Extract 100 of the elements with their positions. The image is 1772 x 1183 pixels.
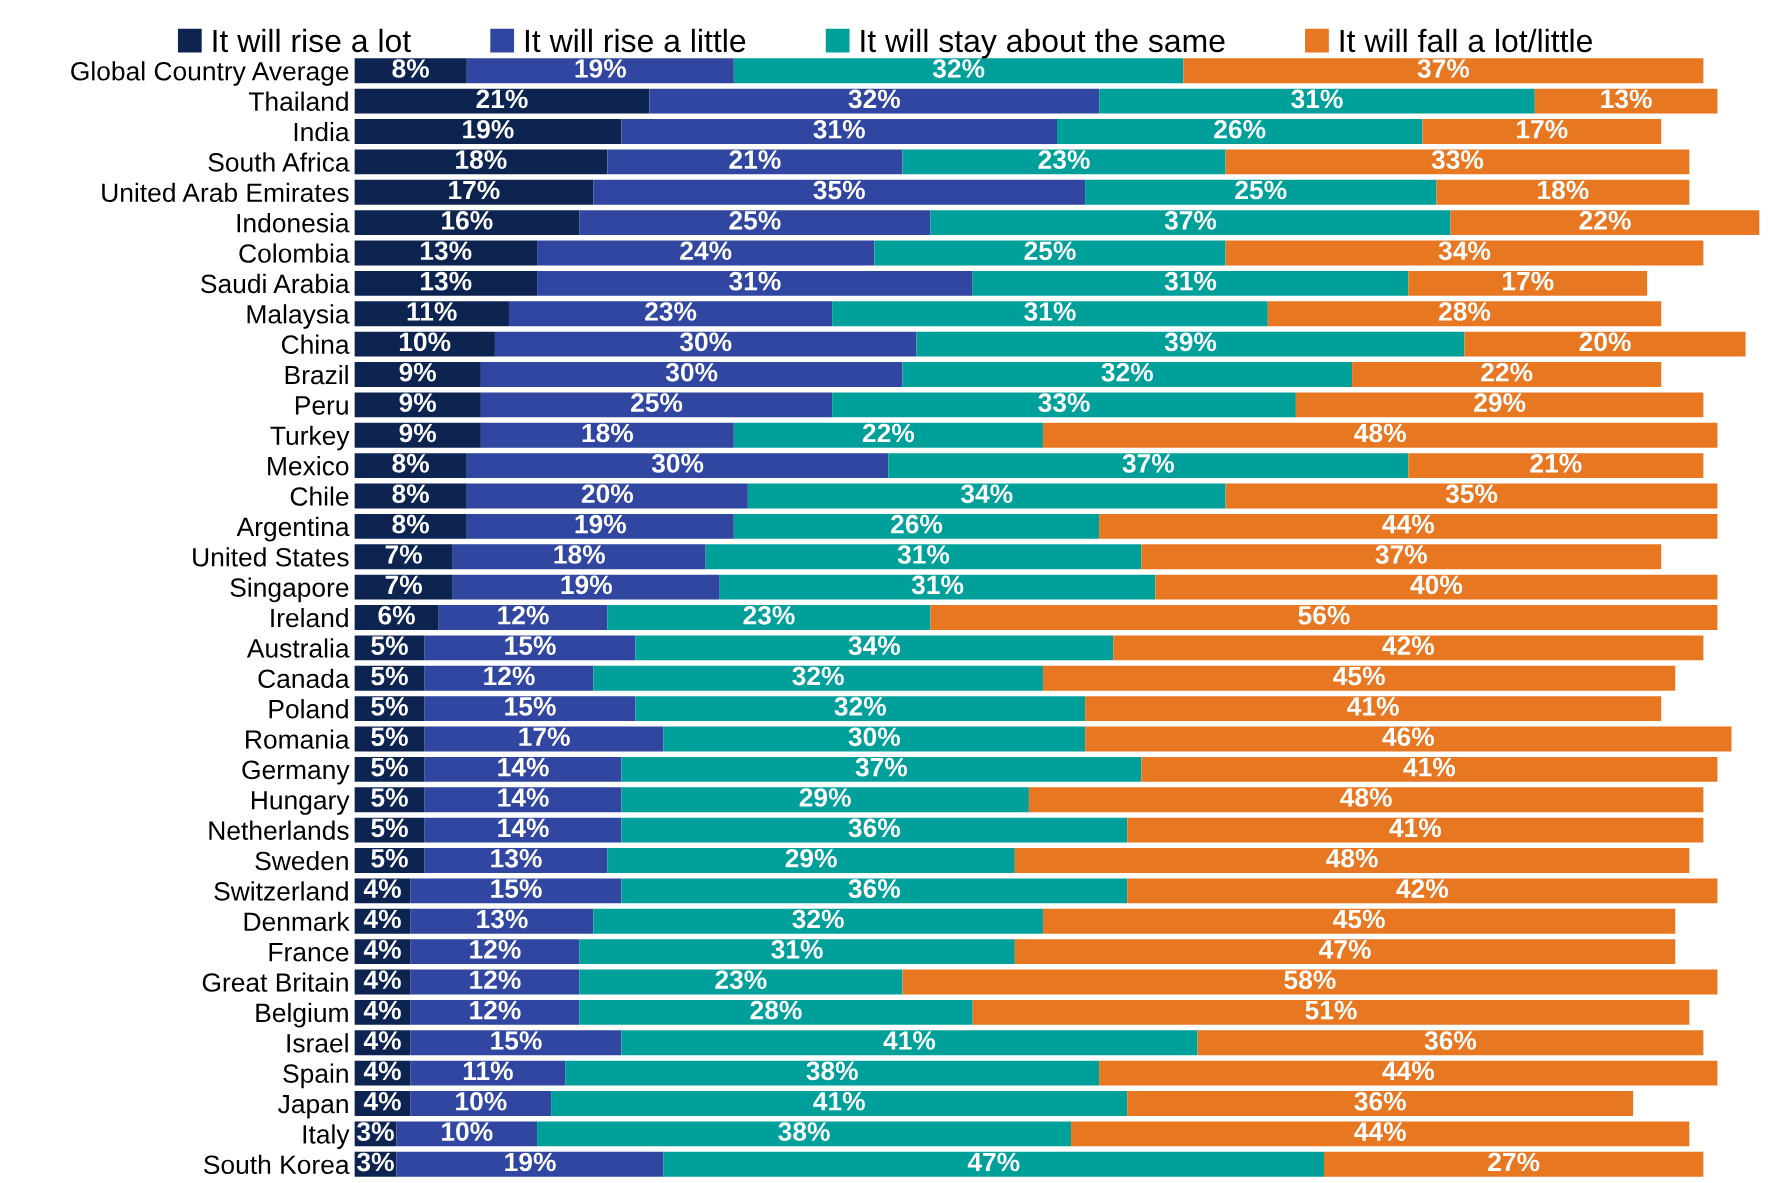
data-label: 31% (813, 119, 865, 139)
bar (438, 605, 608, 630)
bar (537, 240, 875, 266)
data-label: 8% (392, 454, 429, 473)
y-tick-label: Canada (258, 668, 350, 689)
bar (1408, 453, 1704, 479)
bar (1085, 179, 1437, 205)
data-label: 5% (371, 636, 408, 655)
data-label: 28% (1439, 302, 1491, 321)
data-label: 22% (1481, 362, 1533, 382)
data-label: 15% (505, 636, 556, 655)
data-label: 15% (505, 697, 556, 716)
data-label: 4% (363, 1061, 401, 1081)
bar (1042, 665, 1676, 691)
bar (607, 605, 931, 630)
bar (593, 665, 1043, 691)
data-label: 13% (420, 241, 472, 261)
bar (930, 605, 1718, 630)
data-label: 36% (1354, 1091, 1406, 1111)
bar (452, 544, 706, 570)
data-label: 39% (1164, 332, 1217, 352)
data-label: 19% (575, 59, 627, 78)
bar (1099, 1060, 1718, 1086)
data-label: 37% (1375, 545, 1427, 564)
data-label: 20% (1579, 332, 1631, 352)
legend-label: It will fall a lot/little (1340, 28, 1592, 53)
bar (579, 939, 1015, 965)
data-label: 32% (848, 89, 901, 109)
y-tick-label: France (269, 943, 349, 962)
data-label: 31% (1024, 302, 1076, 321)
y-tick-label: Ireland (271, 607, 348, 628)
bar (1127, 878, 1718, 904)
data-label: 19% (575, 514, 627, 534)
bar (354, 210, 580, 236)
bar (565, 1060, 1100, 1086)
bar (354, 362, 481, 387)
y-tick-label: Hungary (251, 791, 350, 815)
data-label: 37% (1122, 454, 1175, 473)
bar (621, 119, 1057, 144)
bar (1042, 908, 1676, 934)
y-tick-label: Saudi Arabia (201, 273, 350, 294)
data-label: 19% (463, 119, 514, 139)
data-label: 17% (1517, 120, 1568, 139)
bar (480, 392, 833, 418)
bar (1450, 210, 1760, 236)
data-label: 16% (442, 211, 493, 230)
y-tick-label: Brazil (285, 364, 348, 385)
bar (551, 1091, 1128, 1116)
data-label: 12% (470, 1000, 521, 1020)
data-label: 28% (750, 1000, 802, 1020)
data-label: 41% (883, 1031, 936, 1050)
data-label: 18% (554, 545, 605, 564)
data-label: 44% (1382, 514, 1435, 534)
bar (1113, 635, 1704, 661)
data-label: 44% (1354, 1122, 1406, 1141)
bar (480, 422, 734, 448)
bar (1141, 544, 1662, 570)
bar (972, 270, 1409, 296)
data-label: 32% (1101, 362, 1153, 382)
y-tick-label: Israel (287, 1033, 348, 1053)
bar (635, 635, 1114, 661)
bar (354, 149, 608, 175)
data-label: 10% (442, 1122, 493, 1141)
bar (410, 1060, 566, 1086)
data-label: 13% (1601, 89, 1652, 109)
bar (593, 179, 1086, 205)
data-label: 8% (392, 484, 429, 504)
y-tick-label: Global Country Average (71, 61, 349, 86)
data-label: 20% (581, 484, 634, 504)
data-label: 30% (679, 332, 732, 352)
data-label: 13% (420, 271, 472, 291)
bar (410, 908, 594, 934)
bar (888, 453, 1409, 479)
legend-label: It will rise a lot (213, 28, 411, 53)
data-label: 45% (1333, 909, 1385, 929)
data-label: 18% (456, 150, 507, 169)
y-tick-label: Turkey (270, 425, 350, 451)
legend-label: It will stay about the same (861, 28, 1225, 59)
bar (579, 999, 973, 1025)
bar (621, 756, 1142, 782)
data-label: 42% (1396, 879, 1449, 898)
data-label: 4% (363, 940, 401, 959)
bar (579, 210, 931, 236)
data-label: 3% (357, 1122, 394, 1142)
bar (410, 1030, 622, 1056)
y-tick-label: Switzerland (214, 881, 348, 901)
bar (396, 1151, 664, 1177)
y-tick-label: China (281, 334, 350, 354)
bar (733, 422, 1043, 448)
bar (621, 1030, 1198, 1056)
data-label: 45% (1333, 666, 1385, 686)
data-label: 21% (1530, 454, 1582, 473)
data-label: 25% (729, 211, 781, 230)
data-label: 19% (505, 1152, 556, 1172)
bar (424, 787, 622, 813)
y-tick-label: Japan (278, 1094, 348, 1119)
data-label: 12% (470, 940, 521, 959)
bar (354, 392, 481, 418)
data-label: 14% (498, 788, 549, 807)
data-label: 12% (470, 970, 521, 990)
